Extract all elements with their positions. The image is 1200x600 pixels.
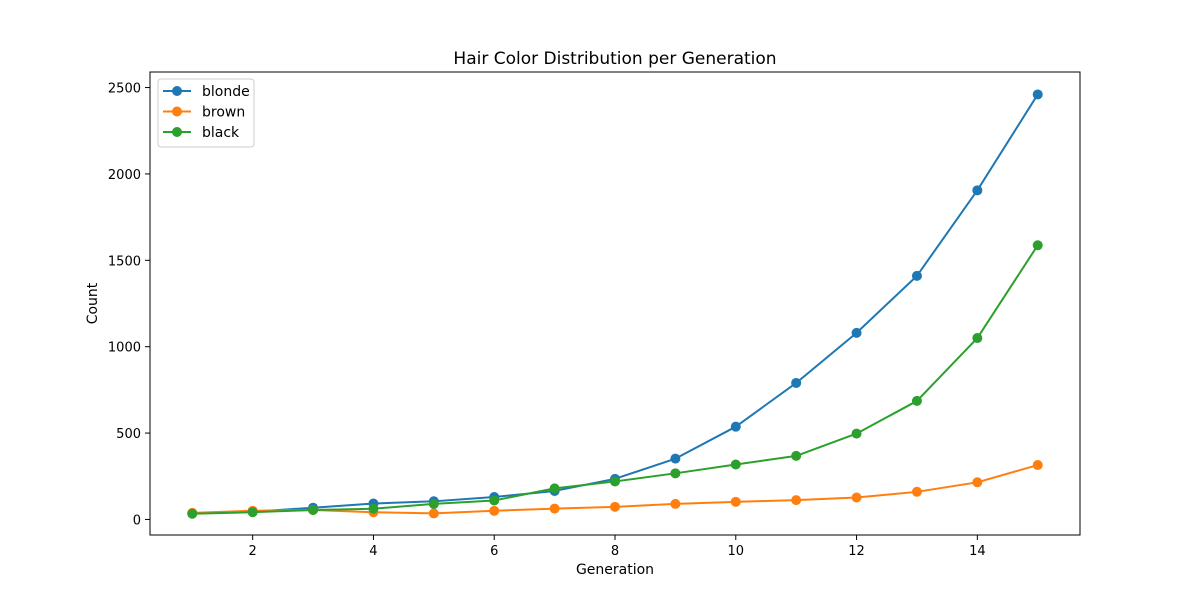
chart-title: Hair Color Distribution per Generation: [453, 49, 776, 69]
y-tick-label: 1500: [108, 254, 141, 269]
legend: blonde brown black: [157, 78, 255, 148]
legend-label: blonde: [202, 84, 250, 100]
data-point-brown: [670, 498, 681, 509]
data-point-black: [549, 483, 560, 494]
data-point-black: [308, 504, 319, 515]
data-point-black: [489, 495, 500, 506]
data-point-blonde: [791, 377, 802, 388]
x-tick-label: 14: [969, 544, 986, 559]
data-point-brown: [428, 508, 439, 519]
x-tick-label: 10: [728, 544, 745, 559]
data-point-brown: [911, 486, 922, 497]
y-tick-label: 1000: [108, 341, 141, 356]
x-axis: 2 4 6 8 10 12 14: [249, 535, 986, 559]
data-point-blonde: [730, 421, 741, 432]
data-point-black: [670, 468, 681, 479]
y-axis-label: Count: [85, 282, 101, 324]
data-point-blonde: [670, 453, 681, 464]
y-tick-label: 500: [116, 427, 141, 442]
legend-label: black: [202, 125, 240, 141]
data-point-blonde: [911, 270, 922, 281]
data-point-brown: [1032, 460, 1043, 471]
legend-item-brown: brown: [163, 105, 245, 121]
legend-label: brown: [202, 105, 245, 121]
data-point-brown: [730, 496, 741, 507]
x-tick-label: 12: [848, 544, 865, 559]
y-tick-label: 0: [133, 513, 141, 528]
data-point-black: [247, 507, 258, 518]
data-point-black: [1032, 240, 1043, 251]
x-tick-label: 4: [369, 544, 377, 559]
y-tick-label: 2000: [108, 168, 141, 183]
x-tick-label: 2: [249, 544, 257, 559]
data-point-black: [972, 333, 983, 344]
data-point-blonde: [851, 327, 862, 338]
data-point-black: [730, 459, 741, 470]
x-axis-label: Generation: [576, 562, 654, 578]
data-point-black: [428, 498, 439, 509]
x-tick-label: 8: [611, 544, 619, 559]
data-point-black: [368, 503, 379, 514]
legend-swatch-marker: [172, 106, 182, 117]
y-axis: 0 500 1000 1500 2000 2500: [108, 82, 150, 528]
data-point-black: [911, 395, 922, 406]
series-blonde: [187, 89, 1043, 519]
data-point-brown: [489, 505, 500, 516]
data-point-blonde: [972, 185, 983, 196]
legend-swatch-marker: [172, 127, 182, 137]
legend-item-black: black: [163, 125, 240, 141]
series-line-blonde: [192, 93, 1039, 515]
data-point-black: [187, 508, 198, 519]
data-point-brown: [851, 492, 862, 503]
data-point-brown: [972, 477, 983, 488]
y-tick-label: 2500: [108, 82, 141, 97]
data-point-black: [851, 428, 862, 439]
data-point-brown: [549, 503, 560, 514]
data-point-black: [610, 476, 620, 487]
series-black: [187, 240, 1043, 519]
data-point-blonde: [1032, 89, 1043, 100]
data-point-brown: [610, 501, 620, 512]
legend-frame: [157, 78, 255, 148]
legend-item-blonde: blonde: [163, 84, 250, 100]
x-tick-label: 6: [490, 544, 498, 559]
series-line-black: [192, 244, 1039, 515]
data-point-black: [791, 450, 802, 461]
plot-frame: [149, 71, 1081, 536]
legend-swatch-marker: [172, 86, 182, 96]
data-point-brown: [791, 495, 802, 506]
plot-area: [187, 89, 1043, 519]
